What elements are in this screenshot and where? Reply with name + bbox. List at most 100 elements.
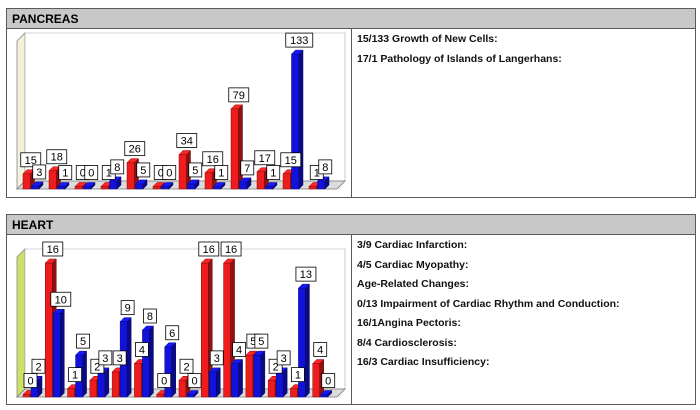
svg-text:0: 0 bbox=[158, 168, 164, 180]
bar-blue bbox=[141, 325, 155, 398]
bar-blue bbox=[56, 181, 70, 190]
svg-text:3: 3 bbox=[102, 353, 108, 365]
data-label: 3 bbox=[276, 350, 291, 366]
svg-text:79: 79 bbox=[233, 90, 245, 102]
data-label: 6 bbox=[165, 325, 180, 341]
svg-text:1: 1 bbox=[314, 168, 320, 180]
svg-text:8: 8 bbox=[114, 162, 120, 174]
svg-text:6: 6 bbox=[169, 328, 175, 340]
bar-blue bbox=[164, 342, 177, 398]
svg-text:17: 17 bbox=[259, 153, 271, 165]
data-label: 5 bbox=[76, 333, 90, 349]
svg-text:1: 1 bbox=[62, 168, 68, 180]
pancreas-chart: 15 3 18 1 0 0 1 8 26 5 0 0 34 5 16 1 79 7 17 1 15 133 1 8 bbox=[7, 29, 352, 197]
bar-blue bbox=[134, 179, 148, 190]
svg-text:26: 26 bbox=[129, 144, 141, 156]
data-label: 5 bbox=[136, 162, 151, 178]
data-label: 3 bbox=[209, 350, 224, 366]
svg-text:5: 5 bbox=[258, 336, 264, 348]
heart-legend-item: Age-Related Changes: bbox=[357, 278, 470, 290]
svg-text:5: 5 bbox=[80, 336, 86, 348]
pancreas-legend: 15/133 Growth of New Cells: 17/1 Patholo… bbox=[357, 33, 691, 72]
svg-text:3: 3 bbox=[281, 353, 287, 365]
data-label: 0 bbox=[187, 373, 202, 388]
data-label: 16 bbox=[198, 241, 220, 257]
svg-text:10: 10 bbox=[55, 294, 67, 306]
data-label: 0 bbox=[157, 373, 172, 388]
heart-legend-item: 0/13 Impairment of Cardiac Rhythm and Co… bbox=[357, 297, 620, 310]
svg-text:13: 13 bbox=[300, 269, 312, 281]
svg-text:0: 0 bbox=[27, 376, 33, 388]
svg-text:16: 16 bbox=[225, 244, 237, 256]
svg-text:4: 4 bbox=[317, 345, 323, 357]
svg-text:133: 133 bbox=[290, 35, 308, 47]
bar-blue bbox=[264, 181, 278, 190]
svg-text:1: 1 bbox=[106, 168, 112, 180]
svg-text:2: 2 bbox=[35, 361, 41, 373]
data-label: 7 bbox=[240, 160, 255, 176]
data-label: 9 bbox=[120, 300, 135, 316]
heart-panel: HEART 0 2 16 10 1 5 2 3 3 9 4 8 0 6 2 0 16 3 16 4 5 5 2 3 1 13 4 0 … bbox=[6, 214, 696, 405]
data-label: 16 bbox=[202, 151, 224, 167]
data-label: 2 bbox=[179, 358, 194, 374]
data-label: 16 bbox=[42, 241, 64, 257]
svg-text:1: 1 bbox=[295, 370, 301, 382]
svg-text:0: 0 bbox=[166, 168, 172, 180]
data-label: 5 bbox=[188, 162, 203, 178]
data-label: 133 bbox=[285, 32, 314, 48]
bar-blue bbox=[297, 283, 311, 398]
svg-text:9: 9 bbox=[125, 303, 131, 315]
data-label: 10 bbox=[50, 291, 72, 307]
heart-legend: 3/9 Cardiac Infarction: 4/5 Cardiac Myop… bbox=[357, 239, 691, 376]
bar-blue bbox=[253, 350, 266, 398]
data-label: 17 bbox=[254, 150, 276, 166]
bar-blue bbox=[316, 176, 330, 190]
data-label: 26 bbox=[124, 141, 146, 157]
svg-text:2: 2 bbox=[94, 361, 100, 373]
svg-text:16: 16 bbox=[207, 154, 219, 166]
svg-text:0: 0 bbox=[191, 376, 197, 388]
svg-text:8: 8 bbox=[147, 311, 153, 323]
svg-text:8: 8 bbox=[322, 162, 328, 174]
bar-blue bbox=[186, 179, 200, 190]
svg-text:3: 3 bbox=[36, 167, 42, 179]
data-label: 3 bbox=[112, 350, 127, 366]
svg-text:0: 0 bbox=[88, 168, 94, 180]
pancreas-legend-item: 15/133 Growth of New Cells: bbox=[357, 33, 498, 45]
bar-blue bbox=[30, 181, 44, 190]
bar-red bbox=[230, 104, 244, 190]
svg-text:16: 16 bbox=[203, 244, 215, 256]
data-label: 8 bbox=[110, 159, 125, 175]
svg-text:15: 15 bbox=[285, 155, 297, 167]
bar-blue bbox=[160, 181, 174, 190]
svg-text:0: 0 bbox=[80, 168, 86, 180]
heart-legend-item: 16/1Angina Pectoris: bbox=[357, 317, 461, 329]
svg-text:7: 7 bbox=[244, 163, 250, 175]
data-label: 2 bbox=[31, 358, 46, 374]
data-label: 1 bbox=[58, 165, 73, 180]
data-label: 13 bbox=[295, 266, 317, 282]
heart-title: HEART bbox=[7, 215, 695, 235]
data-label: 16 bbox=[220, 241, 242, 257]
data-label: 1 bbox=[291, 367, 305, 383]
svg-text:15: 15 bbox=[25, 155, 37, 167]
bar-blue bbox=[52, 308, 65, 398]
svg-text:5: 5 bbox=[192, 165, 198, 177]
data-label: 0 bbox=[162, 165, 177, 180]
data-label: 15 bbox=[20, 152, 42, 168]
data-label: 3 bbox=[98, 350, 113, 366]
bar-blue bbox=[186, 389, 199, 398]
data-label: 0 bbox=[23, 373, 38, 388]
data-label: 4 bbox=[135, 342, 149, 357]
svg-text:2: 2 bbox=[183, 361, 189, 373]
data-label: 4 bbox=[232, 342, 246, 357]
svg-text:1: 1 bbox=[270, 168, 276, 180]
svg-text:1: 1 bbox=[72, 370, 78, 382]
bar-blue bbox=[208, 367, 221, 398]
bar-blue bbox=[230, 358, 244, 398]
svg-text:3: 3 bbox=[214, 353, 220, 365]
data-label: 1 bbox=[266, 165, 281, 180]
data-label: 8 bbox=[318, 159, 333, 175]
